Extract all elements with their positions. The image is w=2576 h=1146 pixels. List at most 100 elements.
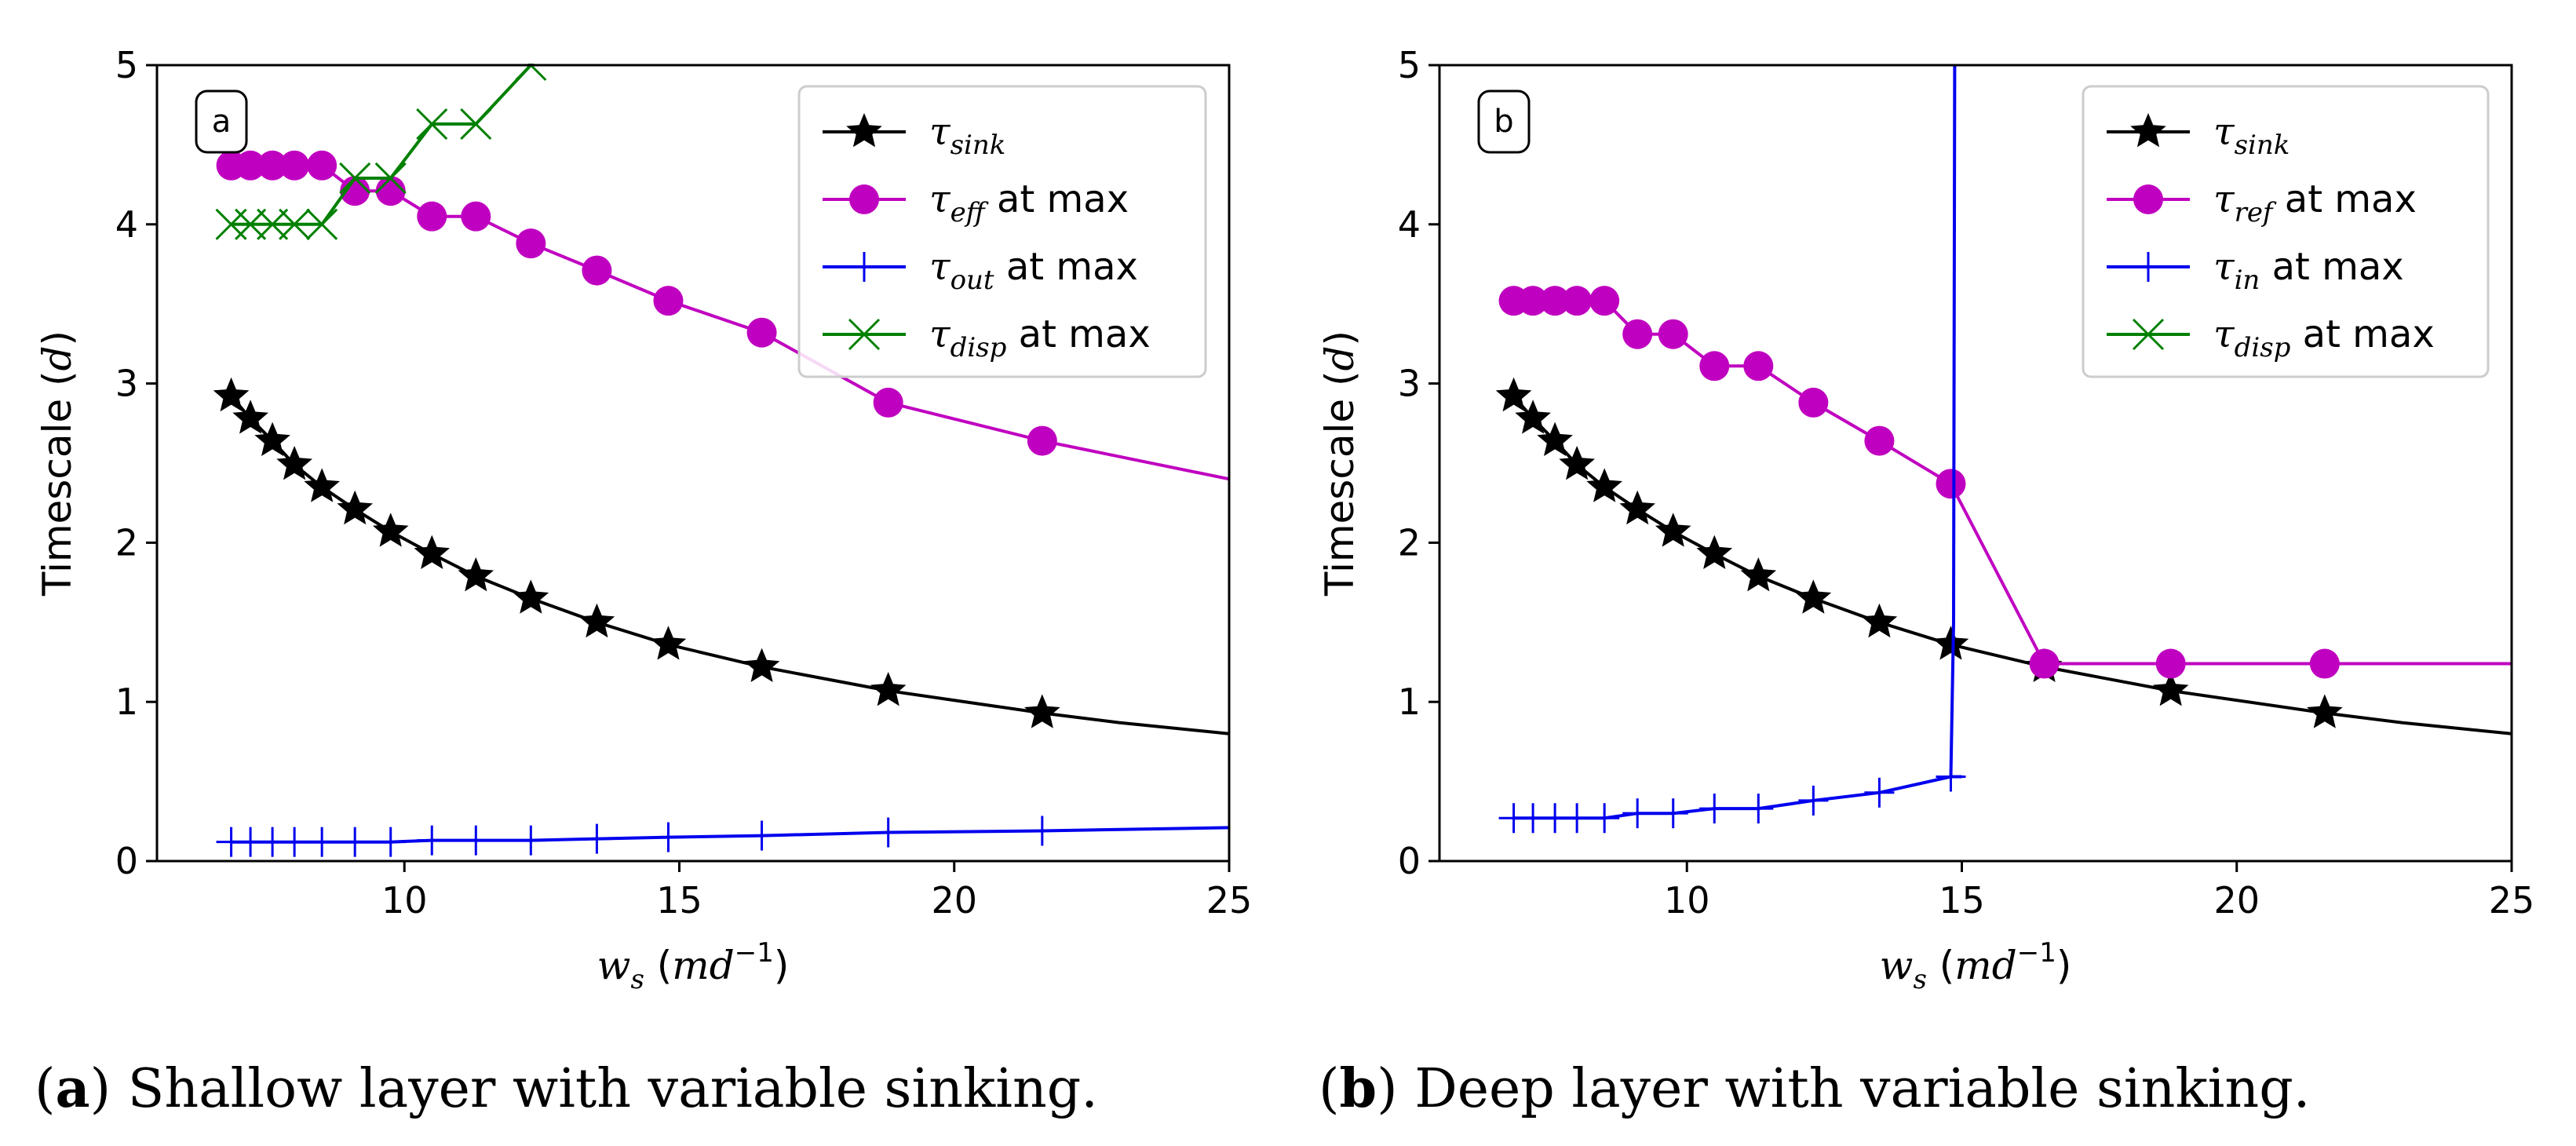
data-point bbox=[1586, 468, 1622, 502]
data-point bbox=[743, 648, 780, 682]
data-point bbox=[873, 817, 903, 848]
legend-label: τsink bbox=[929, 110, 1005, 161]
data-point bbox=[650, 626, 687, 660]
legend-label: τout at max bbox=[929, 245, 1138, 296]
data-point bbox=[1589, 803, 1620, 834]
panel-tag: b bbox=[1494, 104, 1513, 140]
series-line bbox=[231, 826, 1229, 844]
legend-label: τdisp at max bbox=[929, 312, 1151, 363]
data-point bbox=[279, 208, 311, 240]
y-tick-label: 3 bbox=[1398, 363, 1421, 405]
legend-marker bbox=[2133, 252, 2163, 282]
caption-b: (b) Deep layer with variable sinking. bbox=[1319, 1057, 2310, 1120]
x-tick-label: 10 bbox=[381, 879, 428, 922]
data-point bbox=[340, 176, 370, 206]
axes-frame bbox=[155, 64, 1231, 863]
data-point bbox=[461, 201, 491, 232]
legend-label: τeff at max bbox=[929, 177, 1129, 228]
data-point bbox=[2155, 648, 2186, 679]
data-point bbox=[1699, 351, 1730, 381]
data-point bbox=[1743, 351, 1774, 381]
data-point bbox=[279, 150, 310, 181]
data-point bbox=[235, 208, 267, 240]
data-point bbox=[235, 150, 266, 181]
legend-label: τsink bbox=[2213, 110, 2290, 161]
data-point bbox=[1622, 798, 1653, 829]
data-point bbox=[516, 228, 546, 259]
data-point bbox=[516, 825, 546, 856]
x-tick-label: 20 bbox=[2213, 879, 2260, 922]
legend-item-disp: τdisp at max bbox=[2107, 312, 2435, 363]
x-axis-label: ws (md−1) bbox=[1880, 937, 2072, 995]
x-tick-label: 15 bbox=[656, 879, 702, 922]
data-point bbox=[1798, 785, 1829, 816]
data-point bbox=[1699, 794, 1730, 824]
data-point bbox=[653, 286, 684, 316]
x-tick-label: 15 bbox=[1939, 879, 1985, 922]
data-point bbox=[1740, 557, 1777, 592]
legend-marker bbox=[2130, 113, 2166, 148]
data-point bbox=[582, 255, 612, 286]
data-point bbox=[375, 827, 406, 857]
panel-tag: a bbox=[212, 104, 232, 140]
data-point bbox=[578, 603, 615, 638]
data-point bbox=[1795, 579, 1832, 614]
data-point bbox=[2152, 672, 2189, 706]
data-point bbox=[375, 176, 406, 206]
data-point bbox=[1932, 626, 1969, 660]
data-point bbox=[279, 827, 310, 857]
data-point bbox=[1024, 694, 1060, 728]
data-point bbox=[417, 825, 447, 856]
data-point bbox=[307, 827, 338, 857]
data-point bbox=[746, 317, 777, 348]
data-point bbox=[414, 535, 451, 569]
data-point bbox=[213, 377, 250, 412]
data-point bbox=[1658, 798, 1688, 829]
chart-panel-b: 0 1 2 3 4 5 10 15 20 25 b τsink τref at max τin at ma… bbox=[1317, 44, 2534, 995]
data-point bbox=[306, 208, 338, 240]
data-point bbox=[1537, 422, 1573, 456]
legend-item-in: τin at max bbox=[2107, 245, 2404, 296]
y-tick-label: 4 bbox=[1398, 203, 1421, 246]
series-in bbox=[1498, 64, 1966, 834]
y-tick-label: 2 bbox=[115, 521, 138, 564]
data-point bbox=[746, 820, 777, 851]
data-point bbox=[1655, 513, 1691, 547]
data-point bbox=[582, 823, 612, 854]
legend-item-disp: τdisp at max bbox=[823, 312, 1151, 363]
data-point bbox=[257, 208, 289, 240]
data-point bbox=[513, 579, 549, 614]
data-point bbox=[337, 490, 373, 525]
data-point bbox=[276, 446, 312, 480]
legend-box bbox=[797, 85, 1207, 378]
data-point bbox=[1619, 490, 1655, 525]
data-point bbox=[1562, 286, 1593, 316]
data-point bbox=[1658, 319, 1688, 349]
y-tick-label: 0 bbox=[1398, 840, 1421, 882]
data-point bbox=[1027, 425, 1057, 456]
legend-item-sink: τsink bbox=[2107, 110, 2290, 161]
data-point bbox=[417, 201, 447, 232]
data-point bbox=[458, 557, 494, 592]
y-tick-label: 4 bbox=[115, 203, 138, 246]
series-sink bbox=[1495, 377, 2512, 735]
y-tick-label: 3 bbox=[115, 363, 138, 405]
series-line bbox=[1512, 395, 2512, 735]
legend-box bbox=[2082, 85, 2490, 378]
plot-area bbox=[1495, 64, 2512, 834]
data-point bbox=[1559, 446, 1595, 480]
legend-marker bbox=[2133, 184, 2163, 214]
data-point bbox=[340, 827, 370, 857]
data-point bbox=[1696, 535, 1733, 569]
data-point bbox=[1495, 377, 1532, 412]
legend: τsink τref at max τin at max τdisp at max bbox=[2082, 85, 2490, 378]
panel-tag-box bbox=[195, 89, 248, 154]
y-tick-label: 5 bbox=[1398, 44, 1421, 86]
x-tick-label: 10 bbox=[1664, 879, 1710, 922]
data-point bbox=[307, 150, 338, 181]
data-point bbox=[1515, 400, 1551, 434]
data-point bbox=[1861, 603, 1898, 638]
legend-item-out: τout at max bbox=[823, 245, 1138, 296]
data-point bbox=[870, 672, 907, 706]
